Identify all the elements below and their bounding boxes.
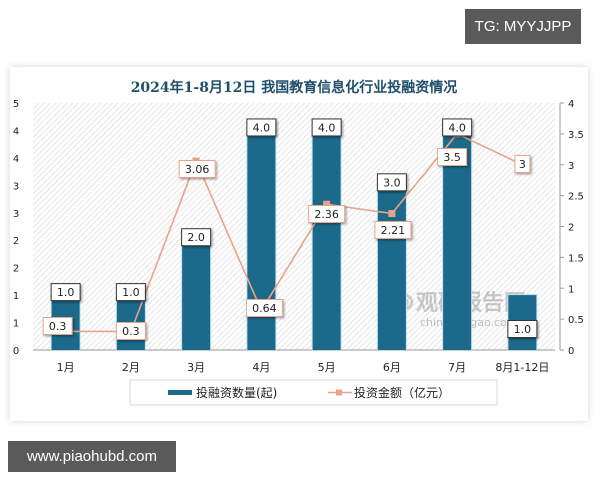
bar-value-label: 4.0 <box>442 118 473 137</box>
svg-text:2.36: 2.36 <box>314 208 339 221</box>
line-marker-icon <box>388 210 396 218</box>
bar-value-label: 2.0 <box>181 228 212 247</box>
site-badge: www.piaohubd.com <box>8 441 176 472</box>
line-value-label: 3.06 <box>178 160 216 178</box>
right-tick-label: 2 <box>568 223 574 234</box>
line-value-label: 0.3 <box>115 322 146 340</box>
right-tick-label: 0.5 <box>568 315 584 326</box>
chart-title: 2024年1-8月12日 我国教育信息化行业投融资情况 <box>131 79 458 96</box>
line-value-label: 3 <box>514 155 531 173</box>
svg-text:3.06: 3.06 <box>185 163 210 176</box>
x-category-label: 3月 <box>187 361 205 374</box>
svg-text:4.0: 4.0 <box>318 121 336 134</box>
line-value-label: 2.21 <box>374 221 412 239</box>
data-labels: 1.0 1.0 2.0 4.0 4.0 3.0 4.0 1.0 0.3 0.3 3.06 0.64 2.… <box>42 118 538 340</box>
x-category-label: 6月 <box>383 361 401 374</box>
bar-value-label: 1.0 <box>50 283 81 302</box>
x-category-label: 8月1-12日 <box>495 361 549 374</box>
svg-text:3.0: 3.0 <box>383 176 401 189</box>
svg-text:4.0: 4.0 <box>253 121 271 134</box>
legend: 投融资数量(起) 投资金额（亿元） <box>129 379 498 406</box>
left-tick-label: 3 <box>13 209 19 220</box>
x-category-label: 2月 <box>122 361 140 374</box>
bar <box>247 130 276 350</box>
left-axis: 0 1 1 2 2 3 3 4 4 5 <box>13 99 19 357</box>
x-axis-categories: 1月 2月 3月 4月 5月 6月 7月 8月1-12日 <box>57 361 550 374</box>
left-tick-label: 2 <box>13 264 19 275</box>
x-category-label: 5月 <box>318 361 336 374</box>
svg-text:4.0: 4.0 <box>448 121 466 134</box>
bar-value-label: 3.0 <box>376 173 407 192</box>
left-tick-label: 0 <box>13 346 19 357</box>
left-tick-label: 4 <box>13 154 19 165</box>
line-path <box>65 132 523 333</box>
left-tick-label: 3 <box>13 181 19 192</box>
x-category-label: 4月 <box>252 361 270 374</box>
right-tick-label: 1 <box>568 284 574 295</box>
svg-text:3.5: 3.5 <box>443 151 461 164</box>
tg-badge: TG: MYYJJPP <box>465 9 581 44</box>
bar <box>443 130 472 350</box>
right-axis: 0 0.5 1 1.5 2 2.5 3 3.5 4 <box>559 99 584 357</box>
svg-text:1.0: 1.0 <box>122 286 140 299</box>
bar <box>182 240 211 350</box>
legend-bar-label: 投融资数量(起) <box>196 385 277 400</box>
line-marker-icon <box>323 200 331 208</box>
svg-text:2.0: 2.0 <box>187 231 205 244</box>
bar-value-label: 4.0 <box>311 118 342 137</box>
legend-line-swatch-icon <box>328 389 352 396</box>
right-tick-label: 4 <box>568 99 574 110</box>
chart-card: 2024年1-8月12日 我国教育信息化行业投融资情况 0 1 1 2 2 3 3 4 4 5 0… <box>10 67 588 421</box>
bar <box>312 130 341 350</box>
left-tick-label: 2 <box>13 236 19 247</box>
svg-text:0.3: 0.3 <box>49 320 67 333</box>
line-value-label: 3.5 <box>437 148 468 166</box>
left-tick-label: 1 <box>13 291 19 302</box>
line-value-label: 0.3 <box>42 317 73 335</box>
svg-text:3: 3 <box>519 158 526 171</box>
legend-bar-swatch-icon <box>168 390 192 395</box>
right-tick-label: 3.5 <box>568 130 584 141</box>
right-tick-label: 2.5 <box>568 192 584 203</box>
x-category-label: 1月 <box>57 361 75 374</box>
svg-text:1.0: 1.0 <box>514 323 532 336</box>
legend-line-label: 投资金额（亿元） <box>354 385 450 400</box>
svg-text:1.0: 1.0 <box>57 286 75 299</box>
left-tick-label: 4 <box>13 126 19 137</box>
left-tick-label: 5 <box>13 99 19 110</box>
line-value-label: 2.36 <box>308 205 346 223</box>
bar-value-label: 1.0 <box>115 283 146 302</box>
right-tick-label: 3 <box>568 161 574 172</box>
svg-text:2.21: 2.21 <box>381 224 406 237</box>
right-tick-label: 0 <box>568 346 574 357</box>
svg-text:0.3: 0.3 <box>122 325 140 338</box>
left-tick-label: 1 <box>13 319 19 330</box>
x-category-label: 7月 <box>448 361 466 374</box>
right-tick-label: 1.5 <box>568 253 584 264</box>
svg-text:0.64: 0.64 <box>252 302 277 315</box>
bar-value-label: 4.0 <box>246 118 277 137</box>
line-value-label: 0.64 <box>245 299 283 317</box>
bar-value-label: 1.0 <box>507 320 538 338</box>
chart: 2024年1-8月12日 我国教育信息化行业投融资情况 0 1 1 2 2 3 3 4 4 5 0… <box>13 79 584 406</box>
